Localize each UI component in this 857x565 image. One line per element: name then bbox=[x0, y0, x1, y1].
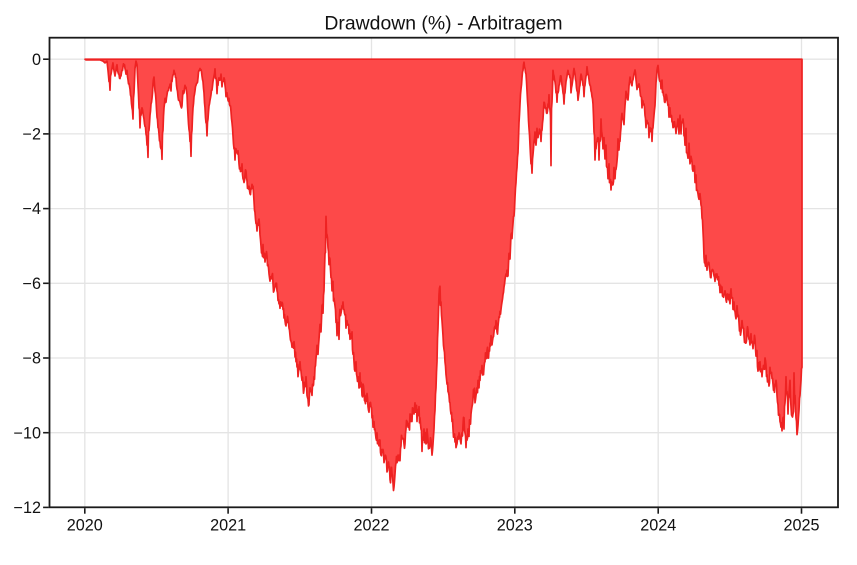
svg-text:−2: −2 bbox=[23, 126, 41, 144]
svg-text:−12: −12 bbox=[14, 499, 41, 517]
svg-text:2024: 2024 bbox=[640, 517, 676, 535]
svg-text:Drawdown (%) - Arbitragem: Drawdown (%) - Arbitragem bbox=[324, 13, 562, 35]
svg-text:2021: 2021 bbox=[210, 517, 246, 535]
svg-text:2025: 2025 bbox=[783, 517, 819, 535]
svg-text:2023: 2023 bbox=[497, 517, 533, 535]
svg-text:0: 0 bbox=[32, 51, 41, 69]
svg-text:2022: 2022 bbox=[353, 517, 389, 535]
svg-text:−6: −6 bbox=[23, 275, 41, 293]
svg-text:2020: 2020 bbox=[67, 517, 103, 535]
svg-text:−10: −10 bbox=[14, 424, 41, 442]
svg-text:−8: −8 bbox=[23, 350, 41, 368]
svg-text:−4: −4 bbox=[23, 200, 41, 218]
